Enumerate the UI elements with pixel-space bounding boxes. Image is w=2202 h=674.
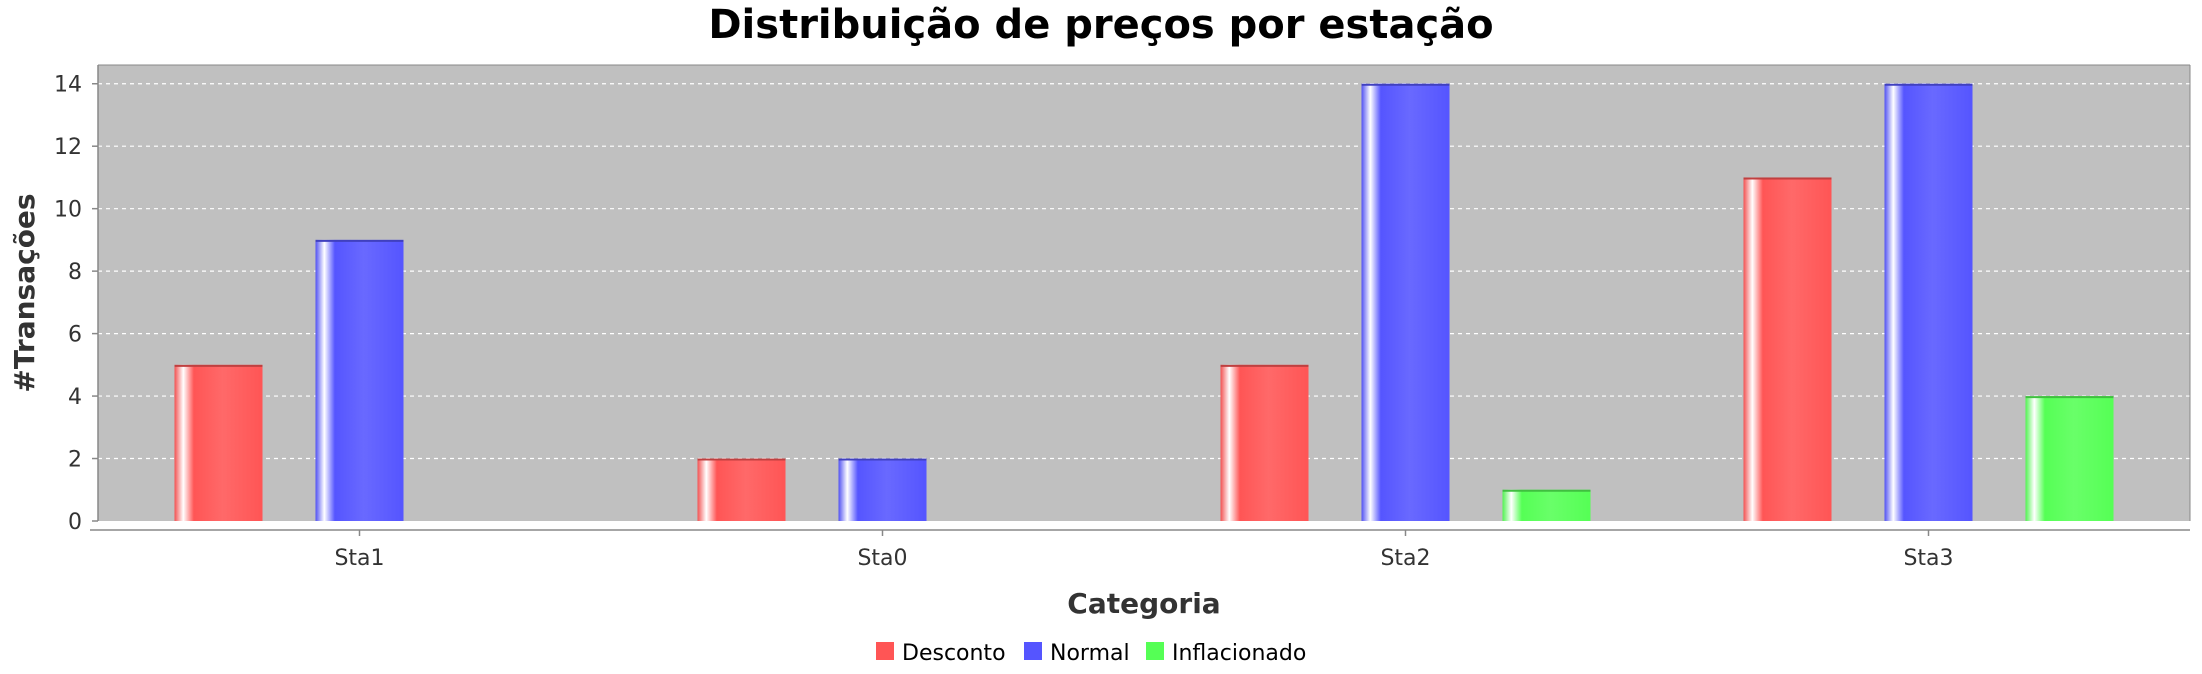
legend-label-desconto: Desconto	[902, 641, 1006, 666]
axes	[90, 64, 2191, 536]
tick-labels: 0 2 4 6 8 10 12 14 Sta1 Sta0 Sta2 Sta3	[54, 73, 1954, 571]
plot-area	[98, 65, 2190, 521]
bar-normal-sta3	[1884, 83, 1973, 522]
y-tick-label: 10	[54, 198, 82, 223]
y-tick-label: 4	[68, 385, 82, 410]
legend: Desconto Normal Inflacionado	[876, 641, 1306, 666]
y-tick-label: 8	[68, 260, 82, 285]
legend-swatch-normal	[1024, 642, 1042, 660]
y-tick-label: 6	[68, 323, 82, 348]
bar-desconto-sta3	[1743, 177, 1832, 521]
legend-swatch-desconto	[876, 642, 894, 660]
x-tick-label: Sta1	[334, 546, 384, 571]
x-tick-label: Sta3	[1903, 546, 1953, 571]
y-tick-label: 12	[54, 135, 82, 160]
bar-normal-sta1	[315, 239, 404, 521]
x-tick-label: Sta0	[857, 546, 907, 571]
y-tick-label: 0	[68, 510, 82, 535]
legend-swatch-inflacionado	[1146, 642, 1164, 660]
legend-label-inflacionado: Inflacionado	[1172, 641, 1306, 666]
y-tick-label: 14	[54, 73, 82, 98]
bars	[174, 83, 2114, 522]
y-axis-label: #Transações	[8, 193, 41, 392]
legend-label-normal: Normal	[1050, 641, 1130, 666]
chart-title: Distribuição de preços por estação	[708, 2, 1494, 48]
x-tick-label: Sta2	[1380, 546, 1430, 571]
bar-inflacionado-sta3	[2025, 396, 2114, 521]
bar-desconto-sta1	[174, 364, 263, 521]
bar-normal-sta0	[838, 458, 927, 521]
bar-normal-sta2	[1361, 83, 1450, 522]
bar-desconto-sta0	[697, 458, 786, 521]
bar-inflacionado-sta2	[1502, 489, 1591, 521]
bar-desconto-sta2	[1220, 364, 1309, 521]
x-axis-label: Categoria	[1067, 587, 1220, 620]
y-tick-label: 2	[68, 448, 82, 473]
